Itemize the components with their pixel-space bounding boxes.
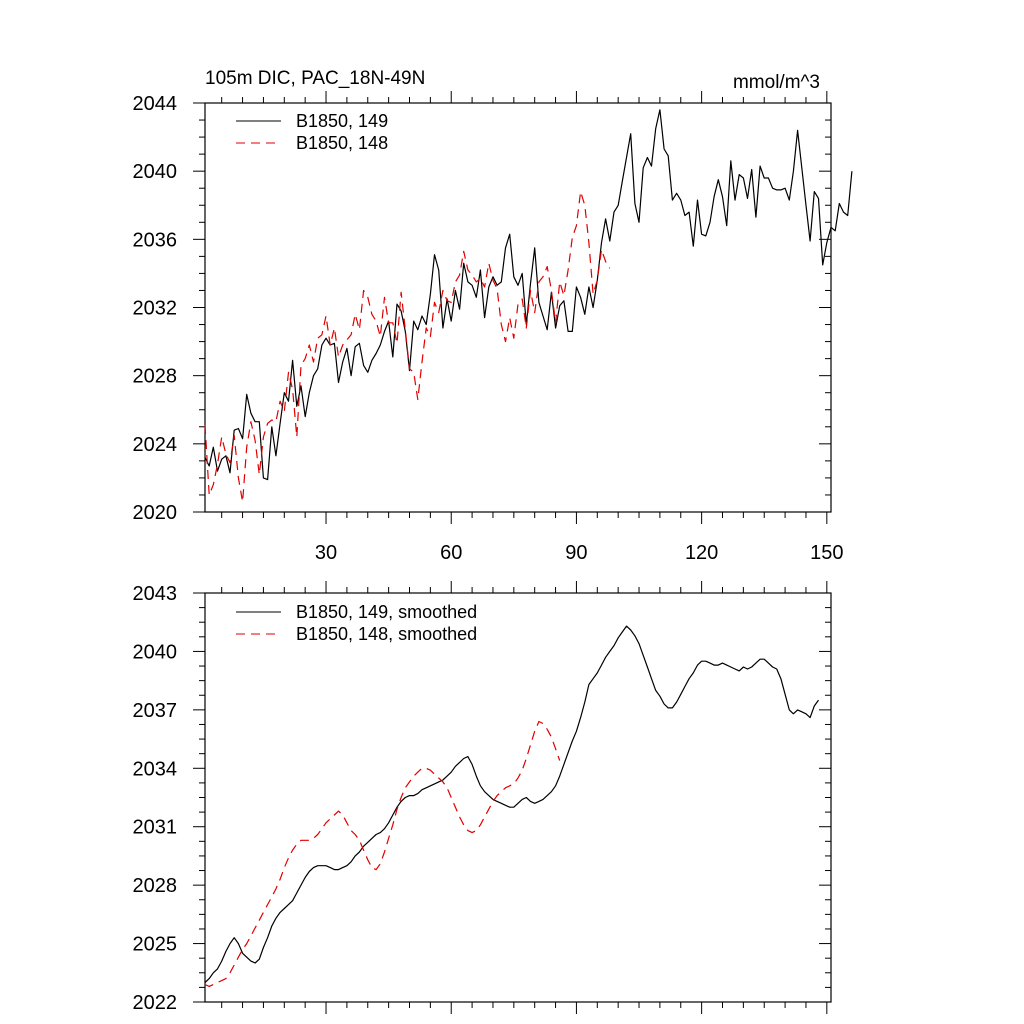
legend: B1850, 149, smoothed B1850, 148, smoothe… <box>236 602 477 644</box>
plot-frame <box>204 592 832 1003</box>
series-line-148 <box>204 720 561 988</box>
legend-label-148-smoothed: B1850, 148, smoothed <box>296 624 477 644</box>
y-tick-label: 2040 <box>133 641 178 663</box>
x-tick-label: 90 <box>565 542 587 564</box>
series-group <box>204 109 853 503</box>
series-line-149 <box>204 109 853 481</box>
x-tick-label: 120 <box>685 542 718 564</box>
x-tick-label: 30 <box>315 542 337 564</box>
series-line-148 <box>204 191 611 503</box>
y-tick-label: 2031 <box>133 817 178 839</box>
y-tick-label: 2040 <box>133 161 178 183</box>
series-line-149 <box>204 625 819 983</box>
axis-ticks: 30 60 90 120 150 2020 2024 2028 2032 2036 2040 2044 <box>133 91 844 564</box>
y-tick-label: 2028 <box>133 875 178 897</box>
legend-label-149-smoothed: B1850, 149, smoothed <box>296 602 477 622</box>
y-tick-label: 2034 <box>133 758 178 780</box>
y-tick-label: 2028 <box>133 366 178 388</box>
x-tick-label: 60 <box>440 542 462 564</box>
axis-ticks: 2022 2025 2028 2031 2034 2037 2040 2043 <box>133 581 831 1014</box>
panel-bottom: 2022 2025 2028 2031 2034 2037 2040 2043 B1850, … <box>133 581 832 1014</box>
legend-label-149: B1850, 149 <box>296 111 388 131</box>
y-tick-label: 2024 <box>133 434 178 456</box>
y-tick-label: 2032 <box>133 298 178 320</box>
legend: B1850, 149 B1850, 148 <box>236 111 388 153</box>
y-tick-label: 2022 <box>133 992 178 1014</box>
y-tick-label: 2043 <box>133 583 178 605</box>
units-label: mmol/m^3 <box>733 72 820 93</box>
y-tick-label: 2025 <box>133 934 178 956</box>
y-tick-label: 2044 <box>133 93 178 115</box>
y-tick-label: 2020 <box>133 502 178 524</box>
y-tick-label: 2036 <box>133 229 178 251</box>
x-tick-label: 150 <box>810 542 843 564</box>
chart-title: 105m DIC, PAC_18N-49N <box>205 68 425 89</box>
series-group <box>204 625 819 988</box>
legend-label-148: B1850, 148 <box>296 133 388 153</box>
y-tick-label: 2037 <box>133 700 178 722</box>
panel-top: 105m DIC, PAC_18N-49N mmol/m^3 30 60 90 120… <box>133 68 853 564</box>
